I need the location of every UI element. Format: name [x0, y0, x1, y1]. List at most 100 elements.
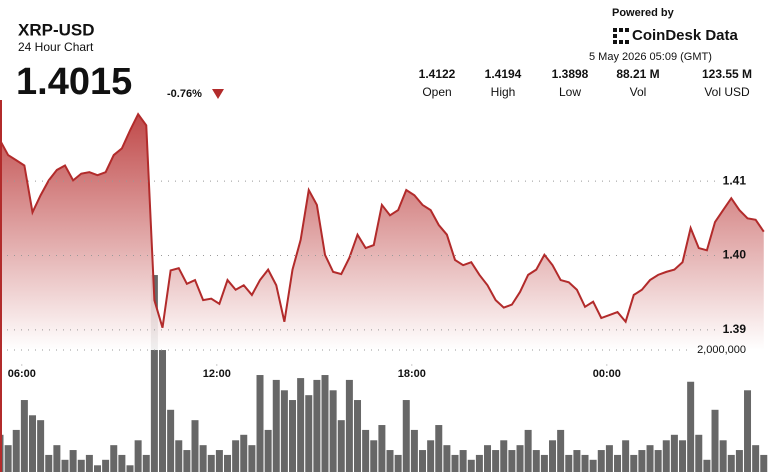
volume-bar — [760, 454, 768, 472]
volume-bar — [589, 459, 597, 472]
volume-bar — [695, 434, 703, 472]
volume-bar — [516, 445, 524, 472]
volume-bar — [77, 459, 85, 472]
volume-bar — [305, 395, 313, 472]
volume-bar — [646, 445, 654, 472]
volume-bar — [565, 454, 573, 472]
volume-bar — [378, 425, 386, 472]
volume-layer — [0, 275, 768, 472]
price-layer — [0, 112, 765, 350]
change: -0.76% — [167, 88, 202, 100]
stat-value: 123.55 M — [702, 67, 752, 81]
x-tick-label: 18:00 — [398, 368, 426, 380]
volume-bar — [337, 420, 345, 472]
stat-label: Open — [422, 85, 451, 99]
volume-bar — [540, 454, 548, 472]
volume-bar — [102, 459, 110, 472]
volume-bar — [256, 375, 264, 472]
volume-bar — [573, 450, 581, 472]
volume-bar — [175, 440, 183, 472]
volume-bar — [45, 454, 53, 472]
volume-bar — [500, 440, 508, 472]
volume-bar — [159, 350, 167, 472]
volume-bar — [150, 275, 158, 472]
stat-value: 1.4194 — [485, 67, 522, 81]
stat-value: 88.21 M — [616, 67, 659, 81]
volume-bar — [419, 450, 427, 472]
price: 1.4015 — [16, 61, 132, 103]
volume-bar — [597, 450, 605, 472]
volume-bar — [744, 390, 752, 472]
volume-bar — [20, 400, 28, 472]
volume-bar — [289, 400, 297, 472]
volume-bar — [581, 454, 589, 472]
volume-bar — [110, 445, 118, 472]
volume-bar — [630, 454, 638, 472]
stat-label: Low — [559, 85, 581, 99]
volume-bar — [394, 454, 402, 472]
x-tick-label: 12:00 — [203, 368, 231, 380]
volume-bar — [370, 440, 378, 472]
subtitle: 24 Hour Chart — [18, 40, 94, 54]
x-tick-label: 06:00 — [8, 368, 36, 380]
volume-bar — [183, 450, 191, 472]
volume-bar — [240, 434, 248, 472]
volume-bar — [752, 445, 760, 472]
stat-label: High — [491, 85, 516, 99]
volume-bar — [12, 429, 20, 472]
stat-value: 1.4122 — [419, 67, 456, 81]
volume-bar — [687, 381, 695, 472]
volume-bar — [167, 409, 175, 472]
y-tick-label: 1.39 — [723, 322, 747, 336]
stats: 1.4122 Open 1.4194 High 1.3898 Low 88.21… — [419, 67, 752, 99]
volume-bar — [605, 445, 613, 472]
volume-bar — [248, 445, 256, 472]
volume-bar — [719, 440, 727, 472]
volume-bar — [313, 379, 321, 472]
volume-bar — [354, 400, 362, 472]
volume-bar — [345, 379, 353, 472]
volume-bar — [118, 454, 126, 472]
volume-bar — [362, 429, 370, 472]
volume-bar — [94, 465, 102, 472]
stat-label: Vol USD — [704, 85, 750, 99]
volume-bar — [670, 434, 678, 472]
axes-layer: 1.39 1.40 1.41 2,000,000 06:00 12:00 18:00 00:0… — [0, 173, 746, 380]
volume-bar — [215, 450, 223, 472]
volume-bar — [557, 429, 565, 472]
volume-bar — [427, 440, 435, 472]
x-tick-label: 00:00 — [593, 368, 621, 380]
timestamp: 5 May 2026 05:09 (GMT) — [589, 51, 712, 63]
volume-bar — [451, 454, 459, 472]
volume-bar — [126, 465, 134, 472]
volume-bar — [508, 450, 516, 472]
volume-bar — [467, 459, 475, 472]
volume-bar — [435, 425, 443, 472]
volume-bar — [134, 440, 142, 472]
volume-bar — [4, 445, 12, 472]
volume-bar — [614, 454, 622, 472]
volume-bar — [459, 450, 467, 472]
volume-bar — [679, 440, 687, 472]
volume-bar — [622, 440, 630, 472]
powered-by: Powered by — [612, 7, 675, 19]
brand: CoinDesk Data — [632, 27, 739, 44]
volume-bar — [142, 454, 150, 472]
volume-bar — [272, 379, 280, 472]
volume-bar — [61, 459, 69, 472]
volume-bar — [207, 454, 215, 472]
volume-bar — [85, 454, 93, 472]
volume-bar — [492, 450, 500, 472]
y-tick-label: 1.40 — [723, 248, 747, 262]
price-line — [0, 112, 765, 328]
volume-bar — [264, 429, 272, 472]
y-tick-label: 1.41 — [723, 173, 747, 187]
volume-bar — [191, 420, 199, 472]
volume-bar — [280, 390, 288, 472]
volume-bar — [524, 429, 532, 472]
volume-bar — [549, 440, 557, 472]
volume-bar — [37, 420, 45, 472]
volume-bar — [224, 454, 232, 472]
volume-bar — [484, 445, 492, 472]
